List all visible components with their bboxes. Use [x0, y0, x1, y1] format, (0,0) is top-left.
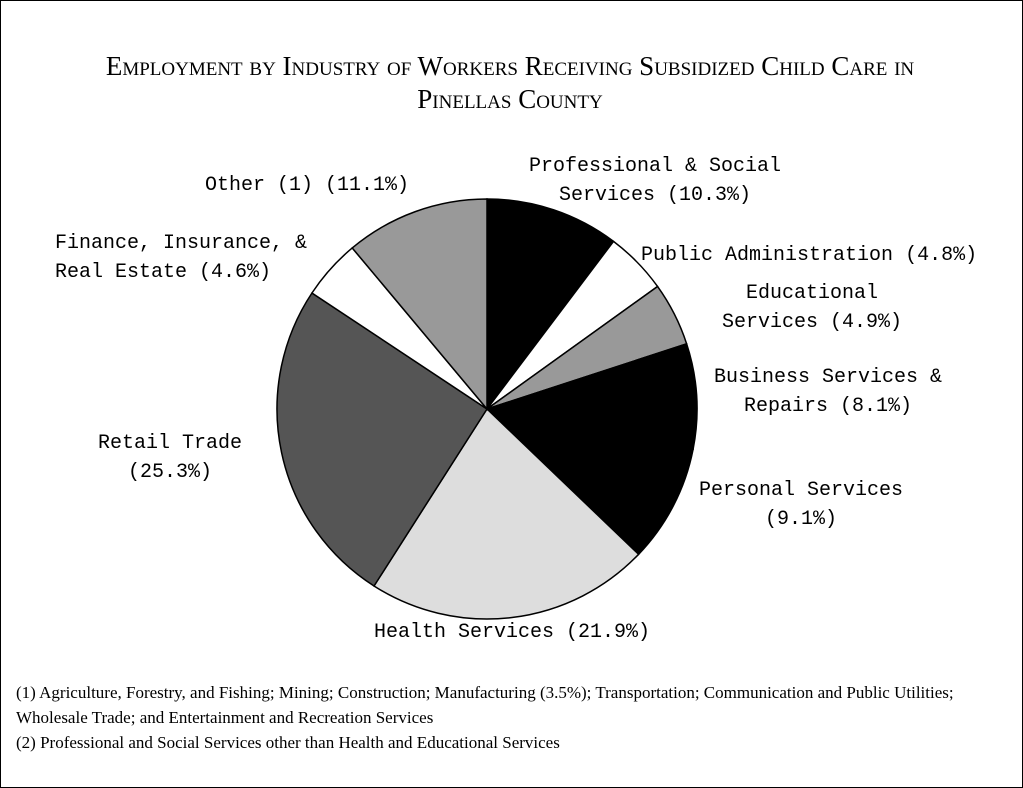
slice-label: Public Administration (4.8%) — [641, 241, 977, 270]
value-label: (25.3%) — [127, 461, 212, 484]
slice-label: Health Services (21.9%) — [374, 618, 650, 647]
pie-slice — [372, 407, 640, 620]
category-label: Business Services & Repairs — [713, 366, 943, 418]
value-label: (9.1%) — [764, 508, 837, 531]
category-label: Health Services — [374, 621, 555, 644]
pie-slice — [484, 407, 694, 556]
value-label: (4.6%) — [199, 261, 272, 284]
slice-label: Retail Trade (25.3%) — [85, 429, 255, 487]
value-label: (8.1%) — [840, 395, 913, 418]
value-label: (4.8%) — [905, 244, 978, 267]
footnote: (2) Professional and Social Services oth… — [16, 733, 560, 752]
footnote: (1) Agriculture, Forestry, and Fishing; … — [16, 683, 954, 727]
slice-label: Finance, Insurance, & Real Estate (4.6%) — [55, 229, 315, 287]
slice-label: Business Services & Repairs (8.1%) — [698, 363, 958, 421]
category-label: Retail Trade — [97, 432, 243, 455]
category-label: Professional & Social Services — [528, 155, 782, 207]
value-label: (10.3%) — [667, 184, 752, 207]
slice-label: Professional & Social Services (10.3%) — [505, 152, 805, 210]
pie-slice — [486, 198, 615, 412]
slice-label: Other (1) (11.1%) — [205, 171, 409, 200]
category-label: Personal Services — [698, 479, 904, 502]
category-label: Educational Services — [721, 282, 879, 334]
category-label: Other (1) — [205, 174, 314, 197]
category-label: Finance, Insurance, & Real Estate — [55, 232, 308, 284]
slice-label: Educational Services (4.9%) — [712, 279, 912, 337]
pie-slice — [484, 342, 698, 451]
value-label: (21.9%) — [566, 621, 651, 644]
pie-slice — [276, 291, 489, 588]
value-label: (11.1%) — [325, 174, 410, 197]
pie-slice — [351, 198, 488, 412]
category-label: Public Administration — [641, 244, 894, 267]
chart-title: Employment by Industry of Workers Receiv… — [105, 51, 915, 114]
slice-label: Personal Services (9.1%) — [686, 476, 916, 534]
value-label: (4.9%) — [830, 311, 903, 334]
